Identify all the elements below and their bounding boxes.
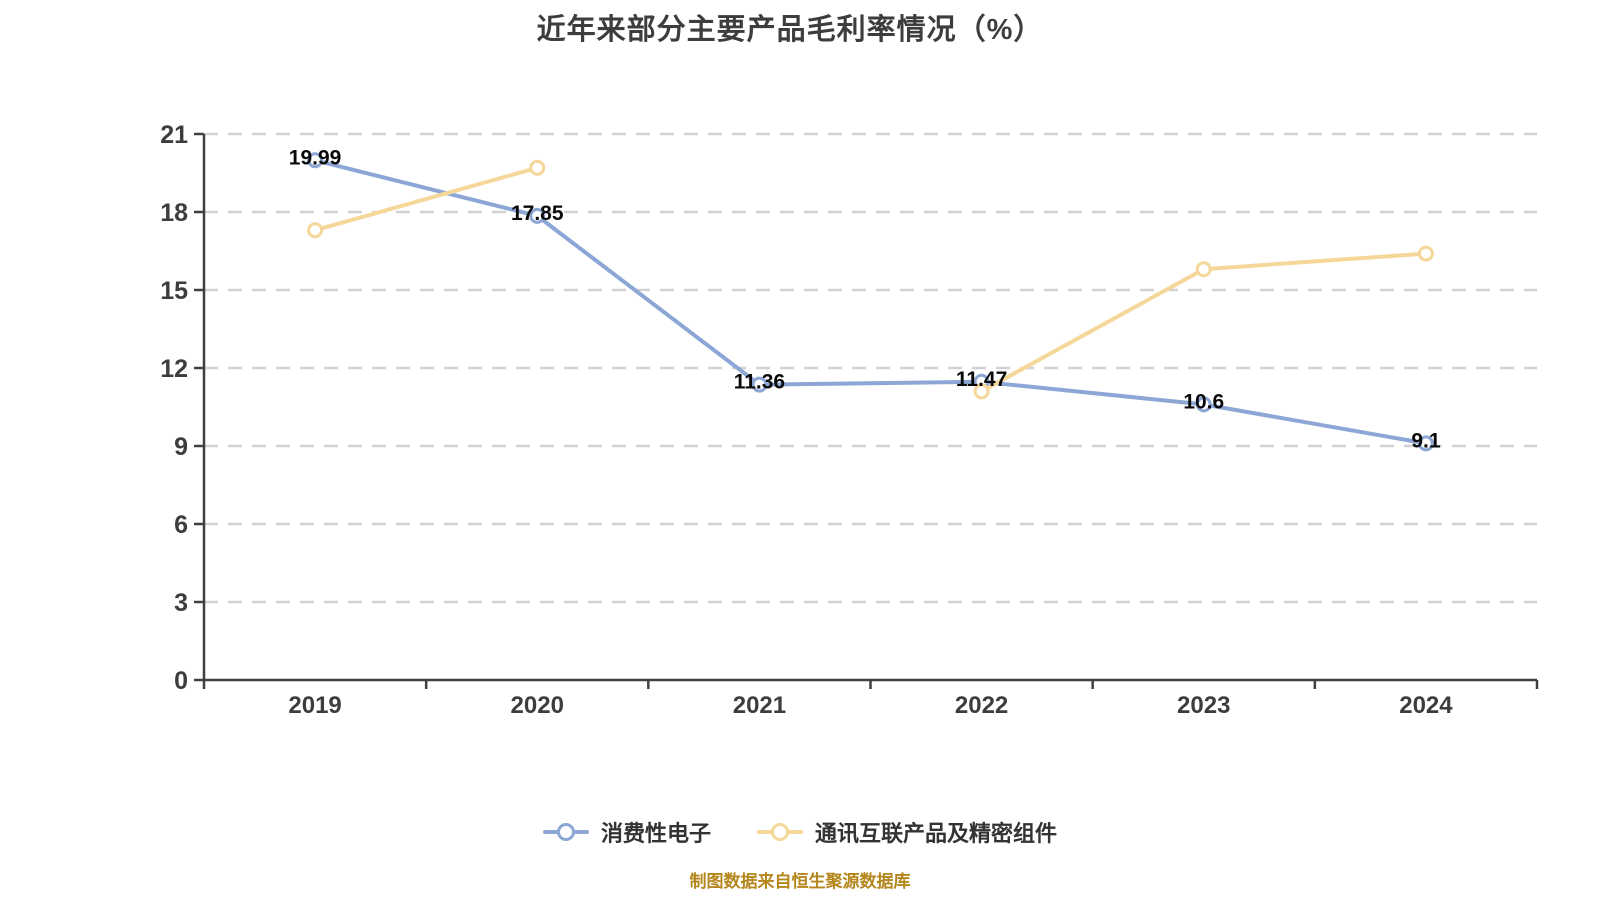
- data-point: [529, 207, 546, 224]
- data-point: [1417, 245, 1434, 262]
- series-line: [313, 165, 540, 233]
- legend: 消费性电子 通讯互联产品及精密组件: [0, 816, 1600, 848]
- data-point: [307, 152, 324, 169]
- data-label: 10.6: [1183, 390, 1224, 413]
- x-tick-label: 2020: [511, 692, 564, 719]
- legend-dot: [771, 823, 789, 841]
- legend-dot: [556, 823, 575, 841]
- data-source-note: 制图数据来自恒生聚源数据库: [689, 872, 911, 891]
- x-tick-label: 2023: [1177, 692, 1230, 719]
- data-point: [529, 159, 546, 176]
- data-point: [1195, 396, 1212, 413]
- data-point: [307, 222, 324, 239]
- x-tick-label: 2021: [733, 692, 786, 719]
- data-point: [973, 383, 990, 400]
- data-label: 17.85: [511, 202, 564, 225]
- legend-label: 通讯互联产品及精密组件: [815, 821, 1058, 846]
- data-label: 11.36: [734, 371, 785, 394]
- data-point: [1417, 435, 1434, 452]
- data-label: 9.1: [1411, 429, 1441, 452]
- y-tick-label: 0: [174, 667, 188, 695]
- x-tick-label: 2019: [288, 692, 341, 719]
- line-series-marker-icon: [542, 821, 589, 843]
- chart-title: 近年来部分主要产品毛利率情况（%）: [536, 14, 1044, 46]
- legend-item-comm-interconnect-products[interactable]: 通讯互联产品及精密组件: [757, 816, 1057, 848]
- y-tick-label: 9: [174, 433, 188, 461]
- y-tick-label: 6: [174, 511, 188, 539]
- y-tick-label: 21: [160, 121, 188, 149]
- data-point: [1195, 261, 1212, 278]
- legend-item-consumer-electronics[interactable]: 消费性电子: [542, 816, 711, 848]
- line-series-marker-icon: [757, 821, 803, 843]
- legend-label: 消费性电子: [600, 821, 711, 846]
- x-tick-label: 2022: [955, 692, 1008, 719]
- series-line: [313, 158, 1428, 446]
- data-label: 11.47: [956, 368, 1007, 391]
- y-tick-label: 15: [160, 277, 188, 305]
- y-tick-label: 12: [160, 355, 188, 383]
- y-tick-label: 18: [160, 199, 188, 227]
- data-label: 19.99: [289, 146, 342, 169]
- y-tick-label: 3: [174, 589, 188, 617]
- x-tick-label: 2024: [1399, 692, 1453, 719]
- line-chart: 0 3 6 9 12 15 18 21 2019 2020 2021 2022 2023 2024 19.9…: [160, 121, 1539, 719]
- data-point: [751, 376, 768, 393]
